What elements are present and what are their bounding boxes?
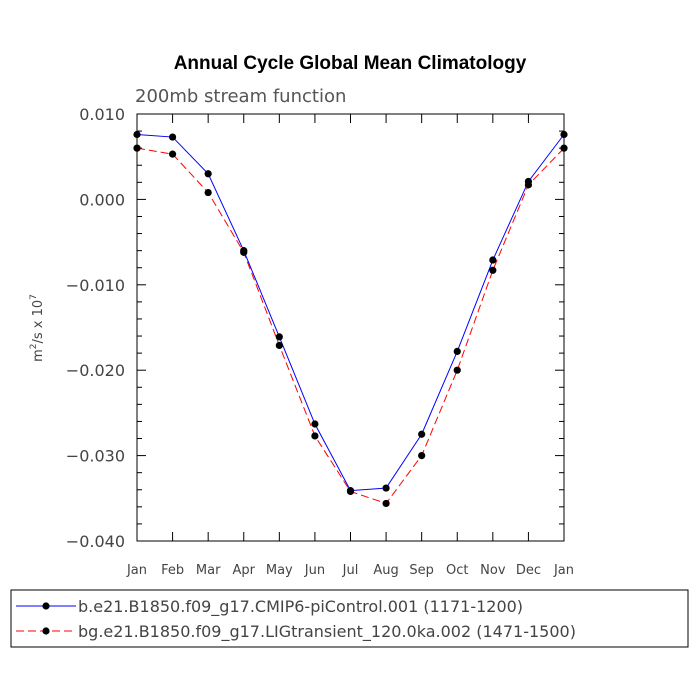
y-tick-label: −0.030 bbox=[66, 447, 125, 466]
chart-subtitle: 200mb stream function bbox=[135, 86, 346, 107]
data-point bbox=[275, 333, 283, 341]
series-line-1 bbox=[136, 147, 565, 505]
chart-title: Annual Cycle Global Mean Climatology bbox=[174, 53, 527, 74]
y-tick-label: 0.010 bbox=[79, 105, 125, 124]
data-point bbox=[346, 487, 355, 496]
data-point bbox=[168, 150, 177, 158]
x-tick-label: Nov bbox=[480, 563, 506, 578]
y-axis-label: m2/s x 107 bbox=[29, 294, 46, 362]
data-point bbox=[489, 256, 497, 264]
data-point bbox=[382, 484, 390, 492]
data-point bbox=[240, 248, 248, 256]
data-point bbox=[453, 366, 461, 374]
x-tick-label: Jun bbox=[304, 563, 325, 578]
data-point bbox=[418, 452, 426, 460]
data-point bbox=[204, 188, 212, 197]
x-tick-label: Apr bbox=[233, 563, 256, 578]
x-tick-label: Dec bbox=[516, 563, 541, 578]
data-point bbox=[418, 430, 426, 438]
series-line-0 bbox=[136, 133, 565, 492]
x-tick-label: Oct bbox=[446, 563, 468, 578]
x-tick-label: Sep bbox=[409, 563, 434, 578]
data-point bbox=[311, 432, 319, 440]
y-tick-label: −0.010 bbox=[66, 276, 125, 295]
legend-marker bbox=[42, 627, 50, 635]
x-tick-label: May bbox=[266, 563, 293, 578]
data-point bbox=[560, 130, 568, 139]
plot-frame bbox=[136, 113, 565, 542]
data-point bbox=[489, 266, 497, 274]
x-tick-label: Jul bbox=[342, 563, 359, 578]
data-point bbox=[133, 130, 141, 139]
x-tick-label: Mar bbox=[196, 563, 221, 578]
data-point bbox=[168, 133, 177, 141]
legend-label-0: b.e21.B1850.f09_g17.CMIP6-piControl.001 … bbox=[78, 597, 523, 617]
data-point bbox=[275, 341, 283, 350]
data-point bbox=[133, 144, 141, 152]
series-group bbox=[133, 130, 568, 508]
x-tick-label: Jan bbox=[553, 563, 574, 578]
legend: b.e21.B1850.f09_g17.CMIP6-piControl.001 … bbox=[16, 597, 576, 642]
legend-box bbox=[10, 589, 689, 648]
data-point bbox=[524, 181, 533, 189]
data-point bbox=[382, 499, 390, 508]
y-tick-labels: 0.010 0.000 −0.010 −0.020 −0.030 −0.040 bbox=[66, 105, 125, 551]
x-tick-label: Jan bbox=[126, 563, 147, 578]
legend-marker bbox=[42, 602, 50, 610]
data-point bbox=[311, 420, 319, 428]
y-tick-label: −0.040 bbox=[66, 532, 125, 551]
data-point bbox=[560, 144, 568, 152]
y-tick-label: −0.020 bbox=[66, 361, 125, 380]
legend-label-1: bg.e21.B1850.f09_g17.LIGtransient_120.0k… bbox=[78, 622, 576, 642]
x-tick-label: Aug bbox=[373, 563, 398, 578]
x-tick-labels: Jan Feb Mar Apr May Jun Jul Aug Sep Oct Nov Dec Jan bbox=[126, 563, 574, 578]
axis-ticks bbox=[136, 113, 565, 542]
data-point bbox=[453, 347, 461, 356]
data-point bbox=[204, 170, 212, 178]
x-tick-label: Feb bbox=[161, 563, 184, 578]
y-tick-label: 0.000 bbox=[79, 190, 125, 209]
